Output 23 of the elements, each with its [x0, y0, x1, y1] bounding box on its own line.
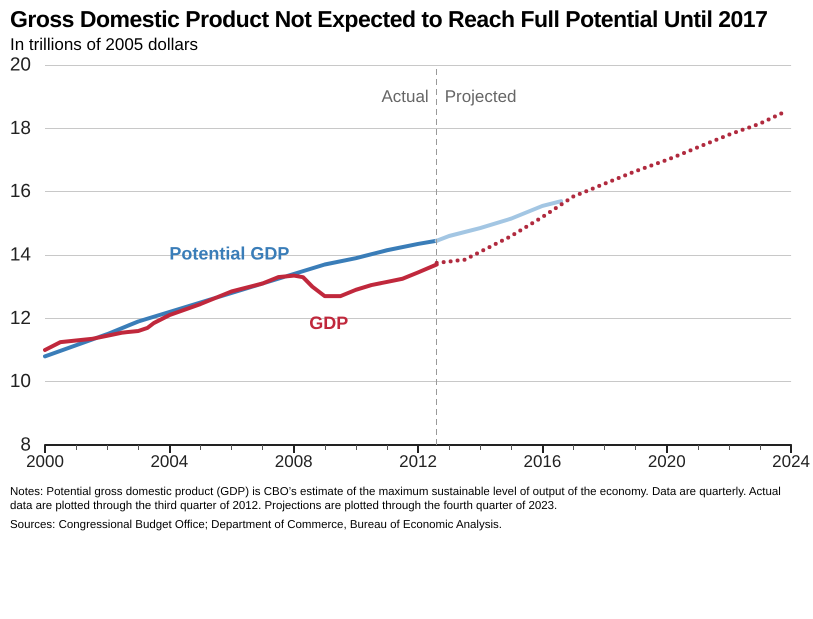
y-tick-label: 20 [10, 54, 31, 76]
line-series [43, 262, 439, 352]
annotation: Projected [444, 87, 517, 106]
series-label: Potential GDP [169, 243, 290, 264]
series-label: GDP [309, 313, 348, 334]
annotation: Actual [381, 87, 429, 106]
y-tick-label: 14 [10, 244, 32, 266]
x-tick-label: 2020 [648, 452, 686, 471]
x-tick-label: 2016 [523, 452, 562, 471]
y-tick-label: 18 [10, 118, 31, 139]
text: Notes: Potential gross domestic product (GDP) is CBO’s estimate of the maximum sustainable level of output of the economy. Data are quarterly. Actual data are plotted through the third quarter of 2012. Projections are plotted through the fourth quarter of 2023. [9, 485, 782, 514]
chart-subtitle: In trillions of 2005 dollars [9, 34, 200, 55]
y-tick-label: 12 [10, 308, 31, 329]
x-tick-label: 2008 [274, 452, 313, 471]
line-series [434, 110, 786, 265]
x-tick-label: 2024 [772, 452, 810, 471]
chart-title: Gross Domestic Product Not Expected to Reach Full Potential Until 2017 [9, 5, 768, 33]
line-series [434, 199, 564, 243]
source-note: Sources: Congressional Budget Office; Department of Commerce, Bureau of Economic Analysis. [9, 518, 503, 533]
x-tick-label: 2004 [150, 452, 188, 471]
y-tick-label: 10 [10, 371, 31, 392]
y-tick-label: 16 [10, 181, 31, 202]
x-tick-label: 2012 [399, 452, 437, 471]
